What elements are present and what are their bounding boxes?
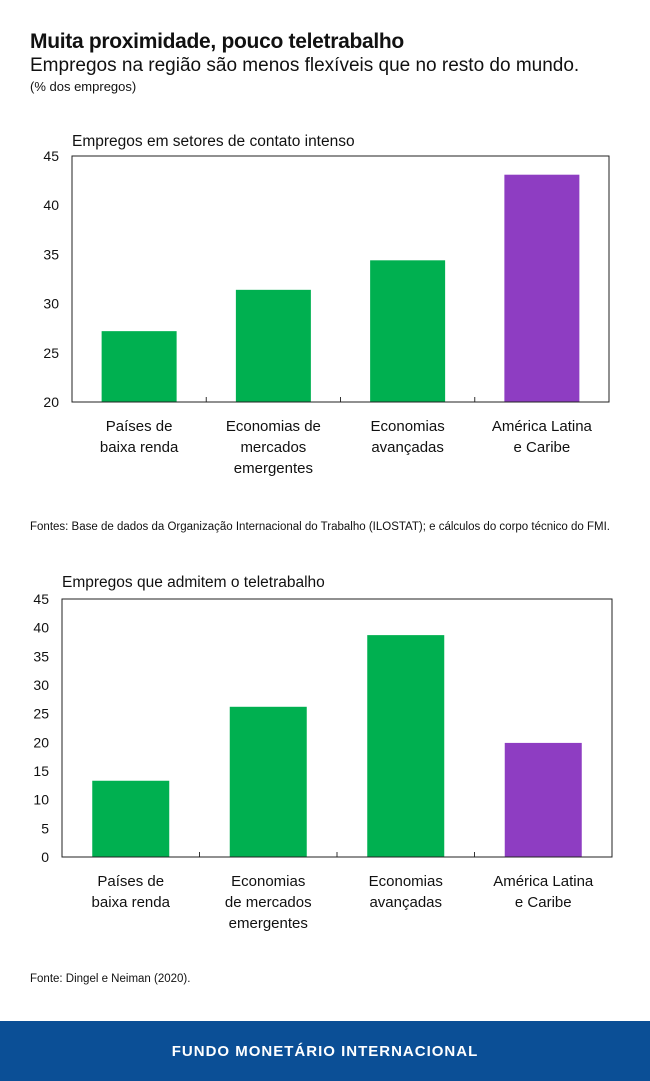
bar (370, 260, 446, 402)
bar (101, 331, 177, 402)
x-tick-label-line: e Caribe (515, 894, 572, 911)
bar (504, 742, 582, 857)
y-tick-label: 30 (33, 677, 49, 693)
chart1-title: Empregos em setores de contato intenso (72, 133, 355, 150)
x-tick-label: Países de baixa renda (100, 418, 179, 456)
x-tick-label-line: Economias (369, 873, 443, 890)
x-tick-label-line: emergentes (234, 460, 313, 477)
y-tick-label: 45 (43, 148, 59, 164)
y-tick-label: 25 (43, 345, 59, 361)
x-tick-label-line: emergentes (229, 915, 308, 932)
x-tick-label-line: Economias (371, 418, 445, 435)
x-tick-label-line: de mercados (225, 894, 312, 911)
plot-frame (61, 598, 613, 858)
bar (92, 780, 170, 857)
x-tick-label-line: Economias (231, 873, 305, 890)
y-tick-label: 30 (43, 296, 59, 312)
footer-banner: FUNDO MONETÁRIO INTERNACIONAL (0, 1021, 650, 1081)
x-tick-label-line: Países de (97, 873, 164, 890)
y-tick-label: 35 (33, 648, 49, 664)
y-tick-label: 40 (33, 620, 49, 636)
y-tick-label: 20 (43, 394, 59, 410)
x-tick-label-line: baixa renda (92, 894, 171, 911)
chart2-title: Empregos que admitem o teletrabalho (62, 574, 325, 591)
footer-label: FUNDO MONETÁRIO INTERNACIONAL (171, 1042, 479, 1060)
x-tick-label-line: América Latina (493, 873, 594, 890)
x-tick-label-line: avançadas (369, 894, 442, 911)
x-tick-label-line: baixa renda (100, 439, 179, 456)
y-tick-label: 10 (33, 792, 49, 808)
x-tick-label: Economias de mercados emergentes (226, 418, 321, 477)
y-tick-label: 0 (41, 849, 49, 865)
x-tick-label-line: Economias de (226, 418, 321, 435)
x-tick-label-line: América Latina (492, 418, 593, 435)
y-tick-label: 45 (33, 591, 49, 607)
page-title: Muita proximidade, pouco teletrabalho (30, 30, 404, 53)
x-tick-label-line: Países de (106, 418, 173, 435)
chart-telework: 0 5 10 15 20 25 30 35 40 45 Países de baixa renda Ec… (33, 591, 613, 932)
page-subtitle: Empregos na região são menos flexíveis q… (30, 55, 580, 76)
y-tick-label: 35 (43, 246, 59, 262)
y-tick-label: 5 (41, 820, 49, 836)
x-tick-label: América Latina e Caribe (492, 418, 593, 456)
bar (235, 289, 311, 402)
x-tick-label: Países de baixa renda (92, 873, 171, 911)
x-tick-label-line: mercados (240, 439, 306, 456)
bar (504, 174, 580, 402)
y-tick-label: 40 (43, 197, 59, 213)
chart2-source: Fonte: Dingel e Neiman (2020). (30, 973, 191, 985)
bar (229, 706, 307, 857)
x-tick-label-line: e Caribe (514, 439, 571, 456)
unit-label: (% dos empregos) (30, 79, 137, 94)
x-tick-label: América Latina e Caribe (493, 873, 594, 911)
y-tick-label: 20 (33, 734, 49, 750)
plot-frame (71, 155, 610, 403)
x-tick-label: Economias de mercados emergentes (225, 873, 312, 932)
chart1-source: Fontes: Base de dados da Organização Int… (30, 521, 610, 533)
x-tick-label: Economias avançadas (371, 418, 445, 456)
y-tick-label: 15 (33, 763, 49, 779)
y-tick-label: 25 (33, 706, 49, 722)
x-tick-label-line: avançadas (371, 439, 444, 456)
chart-contact-intensive: 20 25 30 35 40 45 Países de baixa renda Economia… (43, 148, 610, 477)
bar (367, 635, 445, 857)
x-tick-label: Economias avançadas (369, 873, 443, 911)
